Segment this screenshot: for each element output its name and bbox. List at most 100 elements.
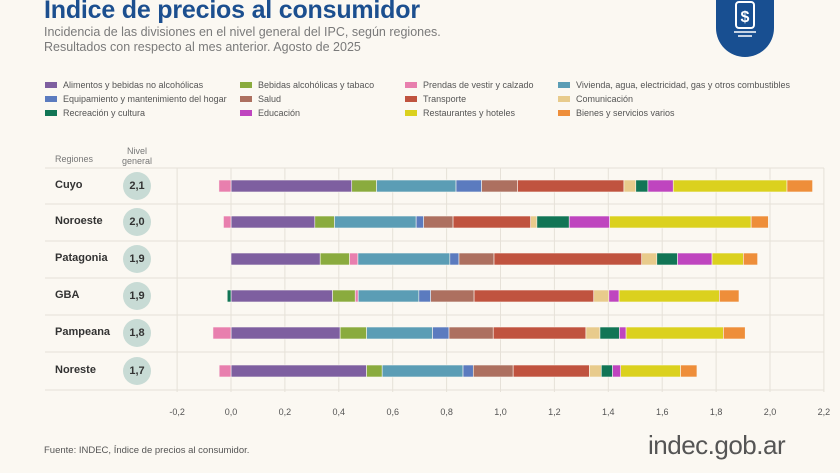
x-tick-label: 1,6 (656, 407, 669, 417)
bar-segment (517, 179, 625, 193)
general-level-badge: 1,7 (123, 357, 151, 385)
bar-segment (218, 364, 232, 378)
general-level-badge: 1,9 (123, 245, 151, 273)
legend-item: Prendas de vestir y calzado (405, 80, 534, 90)
legend-label: Recreación y cultura (63, 108, 146, 118)
x-tick-label: 1,0 (494, 407, 507, 417)
region-label: Pampeana (55, 326, 111, 338)
bar-segment (230, 179, 353, 193)
bar-segment (230, 252, 321, 266)
legend-item: Recreación y cultura (45, 108, 145, 118)
bar-segment (432, 326, 450, 340)
legend-swatch (405, 82, 417, 88)
bar-segment (536, 215, 570, 229)
general-level-badge: 2,1 (123, 172, 151, 200)
bar-segment (357, 252, 451, 266)
legend-item: Comunicación (558, 94, 633, 104)
legend-swatch (45, 110, 57, 116)
subtitle-line-2: Resultados con respecto al mes anterior.… (44, 40, 361, 54)
bar-segment (635, 179, 649, 193)
legend-label: Prendas de vestir y calzado (423, 80, 534, 90)
legend-swatch (405, 110, 417, 116)
bar-segment (415, 215, 424, 229)
bar-segment (593, 289, 610, 303)
bar-segment (672, 179, 788, 193)
general-level-badge: 1,9 (123, 282, 151, 310)
bar-segment (623, 179, 637, 193)
region-label: Noreste (55, 364, 96, 376)
bar-segment (376, 179, 457, 193)
bar-segment (599, 326, 620, 340)
bar-segment (600, 364, 613, 378)
bar-segment (750, 215, 769, 229)
bar-segment (462, 364, 474, 378)
regions-header: Regiones (55, 154, 94, 164)
bar-segment (719, 289, 740, 303)
bar-segment (449, 252, 460, 266)
bar-segment (641, 252, 658, 266)
legend-item: Transporte (405, 94, 466, 104)
legend-label: Restaurantes y hoteles (423, 108, 516, 118)
x-tick-label: -0,2 (169, 407, 185, 417)
bar-segment (608, 289, 620, 303)
bar-segment (349, 252, 359, 266)
bar-segment (481, 179, 518, 193)
bar-segment (354, 289, 359, 303)
bar-segment (493, 252, 643, 266)
brand-logo: indec.gob.ar (648, 430, 786, 460)
bar-segment (334, 215, 417, 229)
bar-segment (609, 215, 752, 229)
bar-segment (647, 179, 674, 193)
legend-label: Bienes y servicios varios (576, 108, 675, 118)
bar-segment (381, 364, 464, 378)
region-label: Noroeste (55, 215, 103, 227)
bar-segment (455, 179, 482, 193)
bar-segment (366, 364, 383, 378)
legend-item: Alimentos y bebidas no alcohólicas (45, 80, 203, 90)
legend-item: Bienes y servicios varios (558, 108, 675, 118)
legend-label: Salud (258, 94, 282, 104)
bar-segment (230, 289, 333, 303)
source-note: Fuente: INDEC, Índice de precios al cons… (44, 445, 250, 456)
bar-segment (357, 289, 420, 303)
bar-segment (619, 326, 627, 340)
legend-item: Bebidas alcohólicas y tabaco (240, 80, 374, 90)
legend-label: Bebidas alcohólicas y tabaco (258, 80, 375, 90)
bar-segment (339, 326, 367, 340)
legend-item: Vivienda, agua, electricidad, gas y otro… (558, 80, 790, 90)
bar-segment (458, 252, 495, 266)
x-tick-label: 2,0 (764, 407, 777, 417)
bar-segment (366, 326, 433, 340)
subtitle-line-1: Incidencia de las divisiones en el nivel… (44, 25, 441, 39)
x-tick-label: 0,2 (279, 407, 292, 417)
x-tick-label: 1,2 (548, 407, 561, 417)
bar-segment (612, 364, 621, 378)
bar-segment (473, 289, 595, 303)
bar-segment (223, 215, 232, 229)
x-tick-label: 1,8 (710, 407, 723, 417)
legend-item: Equipamiento y mantenimiento del hogar (45, 94, 227, 104)
legend-swatch (240, 82, 252, 88)
x-tick-label: 0,6 (386, 407, 399, 417)
legend-swatch (558, 96, 570, 102)
bar-segment (430, 289, 475, 303)
legend-label: Educación (258, 108, 301, 118)
legend-swatch (558, 110, 570, 116)
level-header: Nivel general (121, 146, 153, 166)
bar-segment (423, 215, 454, 229)
bar-segment (680, 364, 698, 378)
bar-segment (618, 289, 720, 303)
legend-label: Equipamiento y mantenimiento del hogar (63, 94, 227, 104)
general-level-badge: 2,0 (123, 208, 151, 236)
price-tag-dollar-icon: $ (716, 0, 774, 57)
bar-segment (230, 326, 341, 340)
bar-segment (319, 252, 350, 266)
legend-swatch (405, 96, 417, 102)
legend-swatch (240, 96, 252, 102)
bar-segment (351, 179, 377, 193)
legend-label: Alimentos y bebidas no alcohólicas (63, 80, 204, 90)
legend-label: Transporte (423, 94, 467, 104)
bar-segment (743, 252, 758, 266)
x-tick-label: 1,4 (602, 407, 615, 417)
